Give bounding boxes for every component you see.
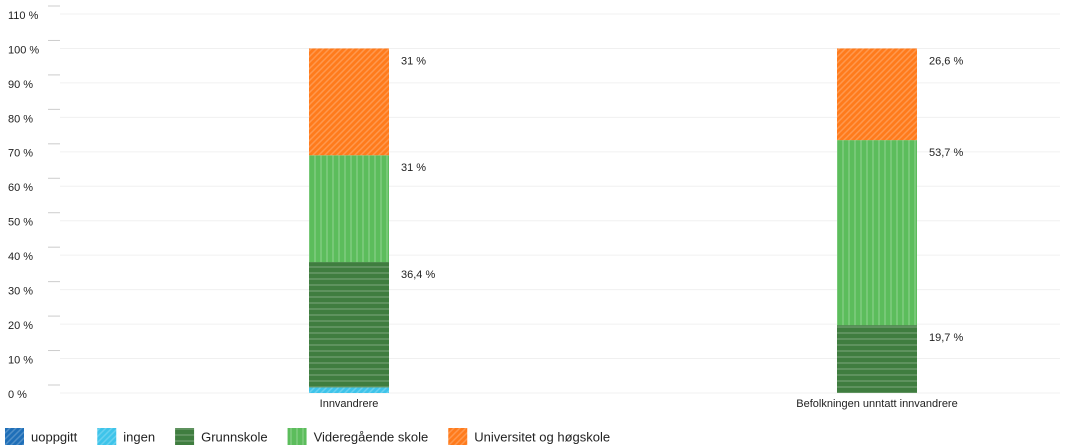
- value-label: 36,4 %: [401, 269, 435, 281]
- legend-label: Universitet og høgskole: [474, 429, 610, 444]
- x-tick-label: Befolkningen unntatt innvandrere: [796, 398, 957, 410]
- y-tick-label: 70 %: [8, 148, 33, 160]
- bar-segment: [309, 155, 389, 263]
- y-tick-label: 110 %: [8, 10, 39, 22]
- y-tick-label: 20 %: [8, 320, 33, 332]
- legend-swatch: [287, 428, 307, 445]
- value-label: 31 %: [401, 55, 426, 67]
- y-tick-label: 60 %: [8, 182, 33, 194]
- legend-swatch: [5, 428, 24, 445]
- y-tick-label: 50 %: [8, 217, 33, 229]
- legend-swatch: [448, 428, 468, 445]
- y-tick-label: 80 %: [8, 113, 33, 125]
- legend-label: uoppgitt: [31, 429, 78, 444]
- y-tick-label: 10 %: [8, 354, 33, 366]
- bar-segment: [837, 48, 917, 141]
- value-label: 53,7 %: [929, 147, 963, 159]
- legend-label: Grunnskole: [201, 429, 267, 444]
- bar-segment: [309, 387, 389, 393]
- legend-swatch: [97, 428, 117, 445]
- bar-segment: [309, 48, 389, 156]
- bar-segment: [837, 140, 917, 326]
- value-label: 19,7 %: [929, 332, 963, 344]
- y-tick-label: 100 %: [8, 44, 39, 56]
- value-label: 31 %: [401, 162, 426, 174]
- legend-swatch: [175, 428, 195, 445]
- y-tick-label: 90 %: [8, 79, 33, 91]
- y-tick-label: 40 %: [8, 251, 33, 263]
- bar-segment: [837, 325, 917, 393]
- legend-label: Videregående skole: [314, 429, 429, 444]
- value-label: 26,6 %: [929, 55, 963, 67]
- x-tick-label: Innvandrere: [320, 398, 379, 410]
- y-tick-label: 30 %: [8, 286, 33, 298]
- y-tick-label: 0 %: [8, 389, 27, 401]
- legend-label: ingen: [123, 429, 155, 444]
- bar-segment: [309, 262, 389, 388]
